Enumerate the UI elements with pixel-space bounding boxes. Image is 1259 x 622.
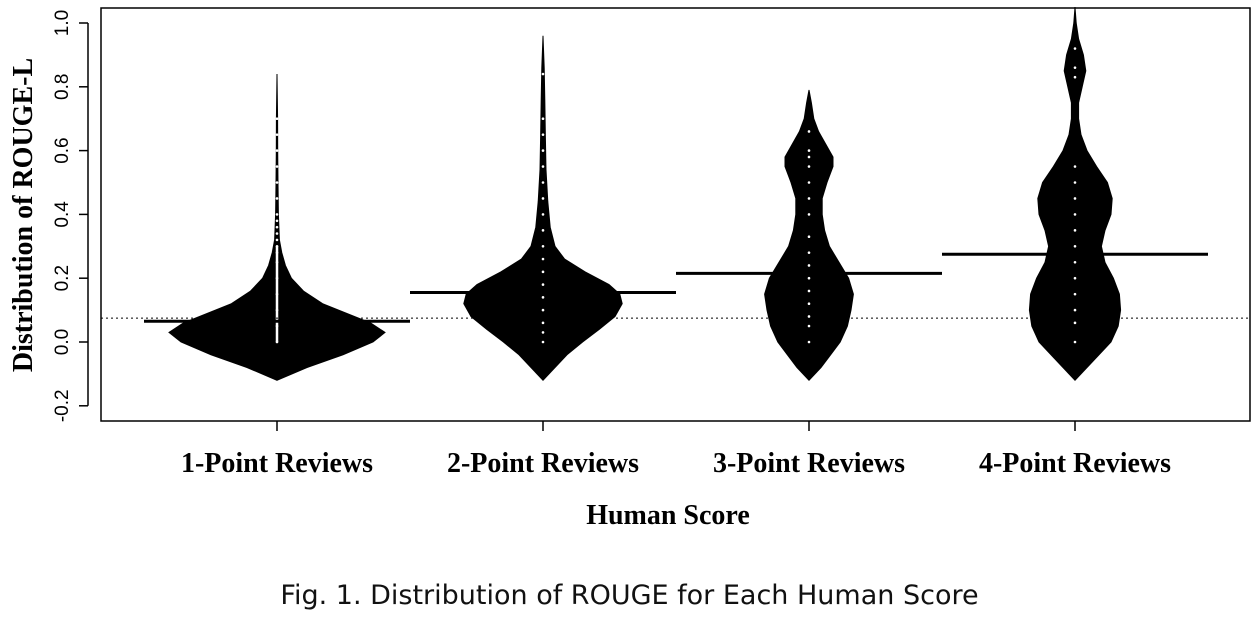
data-point — [1073, 229, 1077, 232]
data-point — [807, 213, 811, 216]
data-point — [1073, 321, 1077, 325]
data-point — [1073, 66, 1077, 69]
data-point — [275, 181, 279, 184]
data-point — [275, 197, 279, 200]
data-point — [541, 296, 545, 299]
data-point — [1073, 260, 1077, 264]
y-tick-label: 0.6 — [52, 137, 73, 163]
y-tick-label: -0.2 — [52, 389, 73, 422]
violin-4 — [1028, 7, 1122, 382]
data-point — [1073, 181, 1077, 184]
data-point — [275, 133, 279, 136]
data-point — [807, 315, 811, 318]
data-point — [807, 340, 811, 344]
data-point — [541, 149, 545, 152]
data-point — [1073, 47, 1077, 50]
data-point — [807, 181, 811, 184]
y-axis-title: Distribution of ROUGE-L — [8, 58, 39, 372]
data-point — [275, 149, 279, 152]
data-point — [807, 289, 811, 293]
data-point — [541, 229, 545, 232]
data-point — [541, 321, 545, 325]
data-point — [1073, 213, 1077, 216]
data-point — [807, 235, 811, 239]
data-point — [541, 245, 545, 248]
y-axis: -0.2 0.0 0.2 0.4 0.6 0.8 1.0 — [52, 10, 89, 422]
data-point — [541, 283, 545, 286]
data-point — [807, 130, 811, 133]
data-point — [1073, 197, 1077, 200]
violins — [168, 7, 1122, 382]
data-point — [807, 324, 811, 328]
data-point — [807, 155, 811, 159]
x-tick-label: 1-Point Reviews — [181, 448, 373, 479]
x-tick-label: 3-Point Reviews — [713, 448, 905, 479]
data-point — [275, 232, 279, 235]
mean-lines — [144, 252, 1208, 323]
data-point — [807, 197, 811, 200]
data-point — [807, 302, 811, 306]
data-point — [1073, 165, 1077, 168]
data-point — [541, 133, 545, 136]
data-point — [807, 165, 811, 168]
data-point — [1073, 75, 1077, 79]
x-tick-label: 4-Point Reviews — [979, 448, 1171, 479]
data-point — [541, 308, 545, 312]
data-point — [541, 270, 545, 274]
data-point — [541, 197, 545, 200]
data-point — [541, 181, 545, 184]
data-point — [541, 257, 545, 261]
data-point — [541, 117, 545, 120]
data-point — [275, 165, 279, 168]
data-point — [807, 264, 811, 267]
y-tick-label: 0.8 — [52, 74, 73, 100]
data-point — [807, 149, 811, 152]
data-point — [541, 340, 545, 344]
y-tick-label: 1.0 — [52, 10, 73, 36]
y-tick-label: 0.2 — [52, 265, 73, 291]
data-point — [275, 219, 279, 223]
data-point — [275, 213, 279, 216]
data-point — [541, 72, 545, 76]
y-tick-label: 0.4 — [52, 201, 73, 228]
data-point — [1073, 308, 1077, 312]
violin-2 — [463, 35, 623, 382]
y-tick-label: 0.0 — [52, 329, 73, 355]
data-point — [1073, 245, 1077, 248]
x-tick-label: 2-Point Reviews — [447, 448, 639, 479]
x-axis-title: Human Score — [586, 500, 750, 531]
data-point — [541, 213, 545, 216]
data-point — [541, 165, 545, 168]
figure-caption: Fig. 1. Distribution of ROUGE for Each H… — [280, 580, 979, 611]
data-point — [1073, 340, 1077, 344]
data-point — [275, 117, 279, 120]
data-point — [541, 331, 545, 334]
data-point — [807, 251, 811, 254]
violin-3 — [764, 89, 854, 382]
plot-frame — [100, 7, 1251, 422]
x-axis: 1-Point Reviews 2-Point Reviews 3-Point Re… — [181, 421, 1171, 479]
data-point — [275, 225, 279, 229]
data-point — [1073, 292, 1077, 296]
data-point — [807, 276, 811, 280]
data-point — [275, 238, 279, 242]
data-point — [1073, 276, 1077, 280]
